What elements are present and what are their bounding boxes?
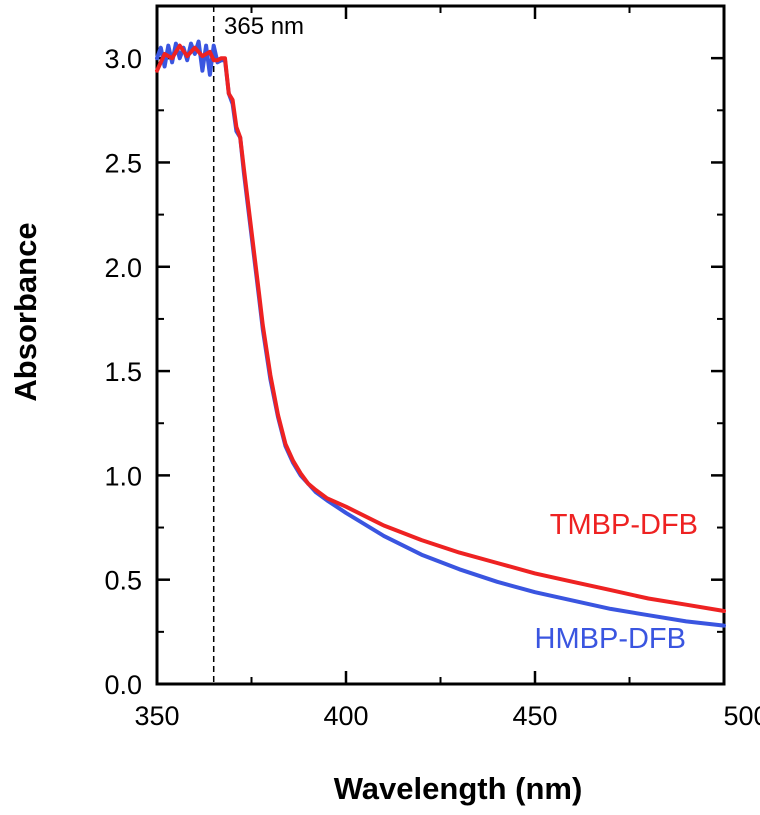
- x-tick-labels: 350 400 450 500: [134, 701, 760, 731]
- y-axis-title: Absorbance: [8, 222, 43, 401]
- y-tick-label: 0.0: [104, 670, 142, 700]
- plot-frame: [155, 4, 726, 686]
- annotation-365nm: 365 nm: [224, 13, 304, 40]
- series-line-tmbp-dfb: [155, 43, 726, 613]
- x-tick-label: 350: [134, 701, 179, 731]
- y-tick-label: 1.0: [104, 461, 142, 491]
- x-tick-label: 450: [512, 701, 557, 731]
- legend-tmbp-dfb: TMBP-DFB: [550, 509, 698, 541]
- y-tick-labels: 0.0 0.5 1.0 1.5 2.0 2.5 3.0: [104, 44, 142, 700]
- y-tick-label: 0.5: [104, 566, 142, 596]
- axis-ticks: [155, 6, 726, 686]
- x-axis-title: Wavelength (nm): [334, 771, 583, 806]
- x-tick-label: 500: [723, 701, 760, 731]
- x-tick-label: 400: [323, 701, 368, 731]
- y-tick-label: 2.5: [104, 148, 142, 178]
- y-tick-label: 3.0: [104, 44, 142, 74]
- y-tick-label: 2.0: [104, 253, 142, 283]
- y-tick-label: 1.5: [104, 357, 142, 387]
- series-lines: [155, 39, 726, 628]
- legend-hmbp-dfb: HMBP-DFB: [535, 623, 686, 655]
